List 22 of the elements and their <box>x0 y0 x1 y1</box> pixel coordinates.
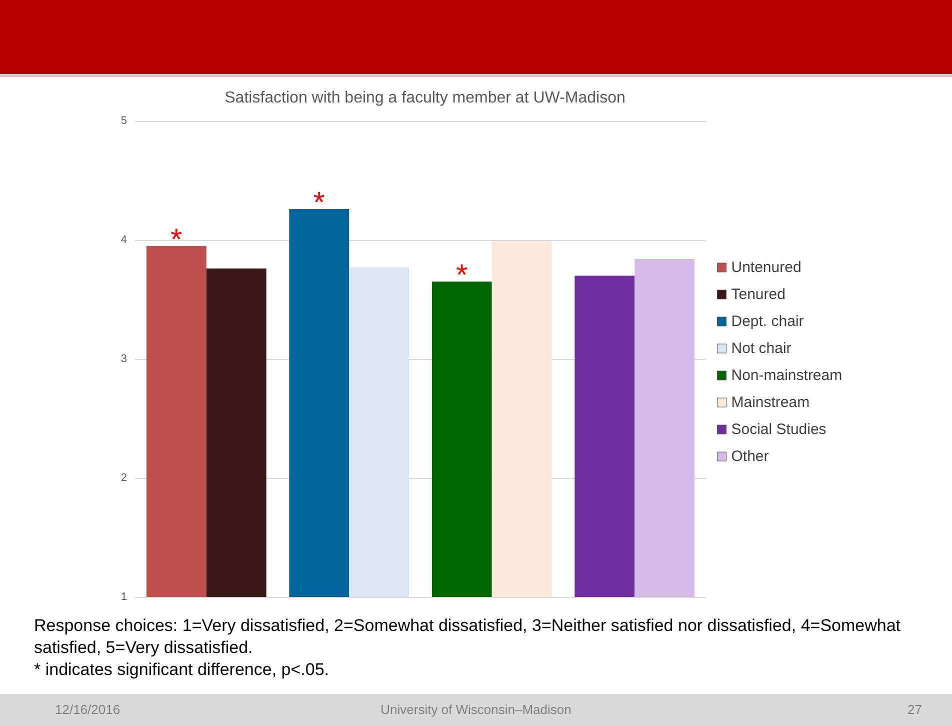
text: 12/16/2016 <box>55 702 120 717</box>
legend-label: Other <box>731 448 769 465</box>
y-tick-label: 4 <box>120 234 127 246</box>
data-label: * <box>313 186 326 220</box>
y-tick-label: 1 <box>120 591 127 603</box>
chart-title: Satisfaction with being a faculty member at UW-Madison <box>224 90 626 106</box>
text: 27 <box>908 702 922 717</box>
y-tick-label: 2 <box>120 472 127 484</box>
legend-label: Not chair <box>731 340 792 357</box>
legend-label: Non-mainstream <box>731 367 842 384</box>
text: Response choices: 1=Very dissatisfied, 2=Somewhat dissatisfied, 3=Neither satisfied nor dissatisfied, 4=Somewhat satisfied, 5=Very dissatisfied. <box>34 615 902 659</box>
y-tick-label: 3 <box>120 353 127 365</box>
text: * indicates significant difference, p<.05. <box>34 659 330 681</box>
text: University of Wisconsin–Madison <box>380 702 572 717</box>
y-tick-label: 5 <box>120 115 127 127</box>
legend-label: Mainstream <box>731 394 810 411</box>
data-label: * <box>456 259 468 292</box>
legend-label: Tenured <box>731 286 786 303</box>
legend-label: Dept. chair <box>731 313 804 330</box>
data-label: * <box>170 223 183 256</box>
legend-label: Social Studies <box>731 421 826 438</box>
legend-label: Untenured <box>731 259 802 276</box>
